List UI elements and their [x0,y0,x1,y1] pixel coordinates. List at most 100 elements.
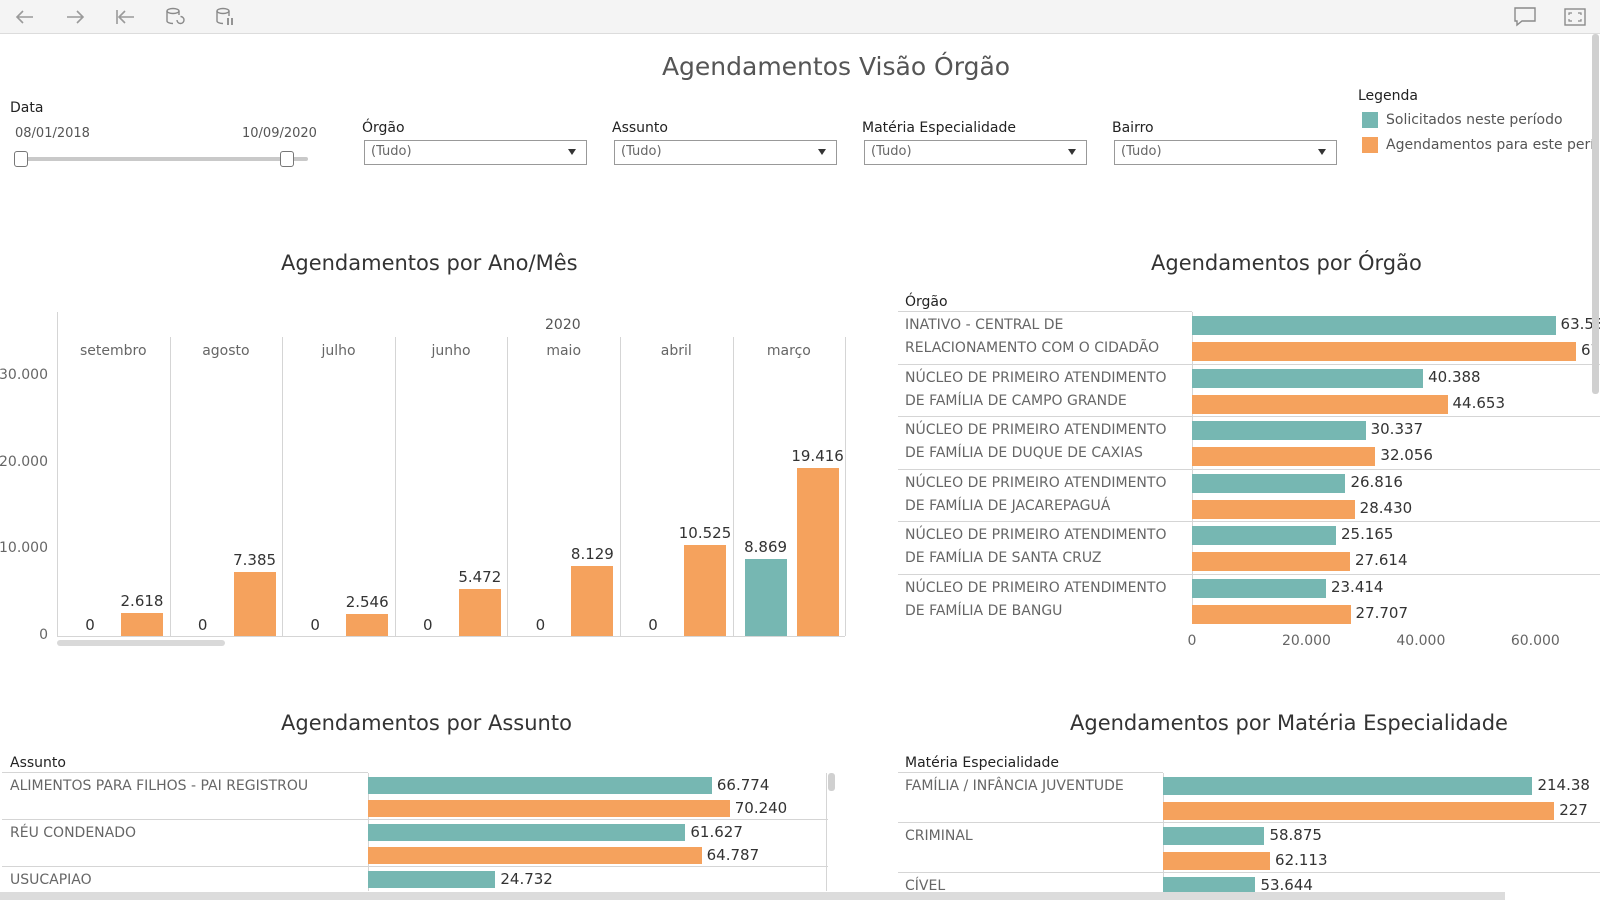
dashboard-horizontal-scrollbar[interactable] [0,892,1505,900]
bairro-filter-value: (Tudo) [1121,144,1162,159]
bairro-filter-dropdown[interactable]: (Tudo) [1114,140,1337,165]
arrow-right-icon[interactable] [62,4,88,30]
month-header-label: julho [321,343,356,359]
arrow-left-icon[interactable] [12,4,38,30]
date-slider-end-handle[interactable] [280,151,294,167]
date-slider-track[interactable] [20,157,308,161]
data-label-agendamentos: 5.472 [458,567,502,586]
bairro-filter-label: Bairro [1112,120,1154,136]
data-label-solicitados: 66.774 [716,776,770,794]
month-divider [845,337,847,636]
y-tick-label: 30.000 [0,367,48,383]
data-label-solicitados: 0 [310,616,320,634]
bar-agendamentos [1192,394,1448,414]
x-tick-label: 60.000 [1510,633,1560,649]
data-label-solicitados: 26.816 [1350,472,1403,491]
row-header-label: Matéria Especialidade [905,755,1059,771]
assunto-scrollbar[interactable] [828,773,835,791]
axis-line-y [57,312,58,636]
row-separator [2,866,828,867]
bar-agendamentos [1192,342,1576,361]
refresh-data-icon[interactable] [162,4,188,30]
pause-updates-icon[interactable] [212,4,238,30]
data-label-agendamentos: 7.385 [233,550,277,569]
month-header-label: abril [660,343,692,359]
bar-solicitados [368,824,686,841]
dashboard-vertical-scrollbar[interactable] [1592,34,1599,394]
bar-solicitados [744,559,787,636]
date-filter-label: Data [10,100,44,116]
row-separator [898,416,1600,418]
month-divider [732,337,734,636]
dashboard-title: Agendamentos Visão Órgão [661,52,1011,81]
header-separator [898,311,1192,312]
row-separator [2,819,828,820]
bar-agendamentos [346,613,389,636]
data-label-solicitados: 0 [648,616,658,634]
row-category-label: NÚCLEO DE PRIMEIRO ATENDIMENTO DE FAMÍLIA… [905,474,1167,514]
bar-agendamentos [1192,499,1355,519]
x-tick-label: 0 [1187,633,1197,649]
row-category-label: INATIVO - CENTRAL DE RELACIONAMENTO COM O… [905,317,1160,356]
data-label-agendamentos: 10.525 [678,523,732,542]
data-label-agendamentos: 32.056 [1380,446,1433,465]
data-label-solicitados: 61.627 [690,823,743,841]
month-divider [507,337,509,636]
month-chart-scrollbar[interactable] [57,640,225,646]
month-header-label: junho [431,343,471,359]
materia-filter-dropdown[interactable]: (Tudo) [864,140,1087,165]
data-label-solicitados: 53.644 [1260,876,1313,894]
month-header-label: maio [546,343,582,359]
bar-agendamentos [796,467,839,636]
legend-title: Legenda [1358,88,1419,104]
legend-label-agendamentos[interactable]: Agendamentos para este perí [1386,137,1595,153]
row-separator [898,521,1600,523]
bar-agendamentos [1192,447,1376,467]
chart-title-materia: Agendamentos por Matéria Especialidade [1070,711,1508,735]
comment-icon[interactable] [1512,4,1538,30]
bar-solicitados [1192,316,1556,335]
data-label-agendamentos: 19.416 [791,446,844,465]
data-label-agendamentos: 62.113 [1275,851,1328,869]
chevron-down-icon [568,149,576,155]
bar-agendamentos [368,800,730,817]
data-label-solicitados: 0 [85,616,95,634]
date-end-value: 10/09/2020 [242,126,317,141]
data-label-agendamentos: 28.430 [1359,498,1413,517]
bar-solicitados [368,777,712,794]
data-label-solicitados: 0 [197,616,208,634]
row-separator [898,574,1600,575]
data-label-agendamentos: 8.129 [570,544,614,563]
row-separator [898,363,1600,365]
bar-agendamentos [1163,802,1555,820]
legend-label-solicitados[interactable]: Solicitados neste período [1386,112,1563,128]
row-category-label: USUCAPIAO [10,872,92,888]
date-slider-start-handle[interactable] [14,151,28,167]
y-tick-label: 0 [39,627,48,643]
data-label-agendamentos: 44.653 [1452,393,1506,412]
month-divider [169,337,171,636]
assunto-filter-dropdown[interactable]: (Tudo) [614,140,837,165]
orgao-filter-dropdown[interactable]: (Tudo) [364,140,587,165]
data-label-solicitados: 214.38 [1537,776,1590,794]
bar-agendamentos [458,588,501,636]
fullscreen-icon[interactable] [1562,4,1588,30]
bar-agendamentos [368,847,702,864]
data-label-agendamentos: 227 [1559,801,1588,819]
data-label-solicitados: 58.875 [1269,826,1322,844]
legend-swatch-agendamentos [1362,137,1378,153]
data-label-solicitados: 23.414 [1330,578,1384,596]
row-category-label: NÚCLEO DE PRIMEIRO ATENDIMENTO DE FAMÍLIA… [905,422,1167,462]
orgao-filter-value: (Tudo) [371,144,412,159]
revert-icon[interactable] [112,4,138,30]
bar-solicitados [368,871,496,888]
row-separator [898,872,1600,873]
data-label-agendamentos: 2.618 [120,592,164,611]
bar-solicitados [1163,777,1533,795]
data-label-agendamentos: 2.546 [345,592,389,611]
chart-title-assunto: Agendamentos por Assunto [281,711,572,735]
row-category-label: CÍVEL [905,878,946,894]
data-label-agendamentos: 70.240 [734,799,788,817]
x-tick-label: 20.000 [1281,633,1331,649]
